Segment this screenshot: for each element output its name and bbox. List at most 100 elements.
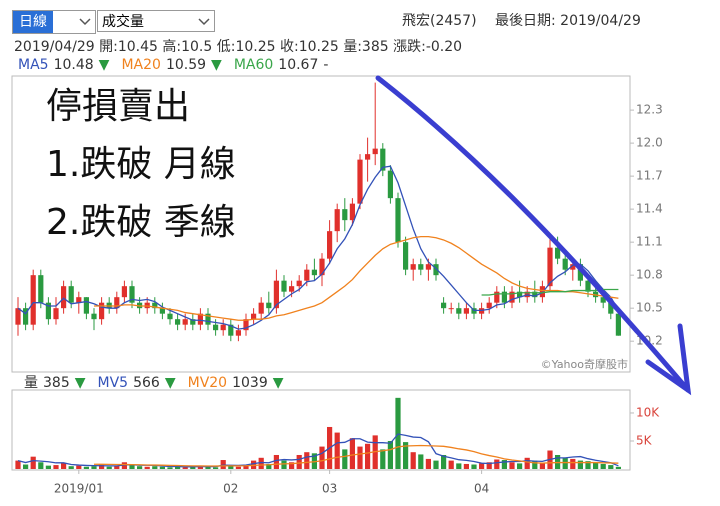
x-tick-label: 02 — [223, 482, 238, 496]
volume-bar — [501, 460, 507, 469]
candle-body — [380, 148, 386, 171]
volume-bar — [357, 446, 363, 469]
volume-bar — [205, 466, 211, 469]
arrow-shaft — [375, 75, 691, 393]
candle-body — [410, 264, 416, 270]
candle-body — [129, 286, 135, 303]
line — [481, 288, 619, 296]
hand-drawn-arrow — [375, 75, 692, 396]
candle-body — [372, 148, 378, 155]
volume-bar — [121, 462, 127, 469]
y-tick-label: 10.8 — [636, 268, 663, 282]
volume-bar — [296, 454, 302, 469]
chevron — [79, 18, 91, 26]
y-tick-label: 11.7 — [636, 169, 663, 183]
candle-body — [266, 302, 272, 309]
volume-bar — [304, 452, 310, 469]
volume-bar — [235, 466, 241, 469]
volume-bar — [129, 465, 135, 469]
volume-bar — [577, 460, 583, 469]
indicator-select[interactable]: 成交量 — [97, 10, 215, 32]
volume-bar — [486, 462, 492, 469]
x-tick-label: 03 — [322, 482, 337, 496]
volume-bar — [349, 438, 355, 469]
candle-body — [577, 264, 583, 281]
volume-bar — [600, 463, 606, 469]
candle-body — [319, 258, 325, 276]
candle-body — [114, 297, 120, 309]
candle-body — [289, 286, 295, 292]
ma-legend: MA5 10.48 ▼ MA20 10.59 ▼ MA60 10.67- — [18, 57, 328, 73]
volume-bar — [456, 463, 462, 469]
volume-frame — [11, 389, 631, 471]
volume-bar — [281, 460, 287, 469]
legend-text: MV5 — [97, 375, 129, 391]
candle-body — [494, 291, 500, 303]
candle-body — [197, 313, 203, 325]
candle-body — [456, 308, 462, 314]
candle-body — [433, 264, 439, 276]
y-tick-label: 11.1 — [636, 235, 663, 249]
volume-bar — [15, 460, 21, 469]
candle-body — [349, 203, 355, 221]
volume-bar — [608, 465, 614, 469]
legend-text: ▼ — [272, 375, 284, 391]
volume-bar — [494, 459, 500, 469]
volume-bar — [585, 461, 591, 469]
candle-body — [213, 324, 219, 331]
stock-name: 飛宏(2457) — [402, 13, 477, 29]
candle-body — [501, 291, 507, 303]
candle-body — [463, 308, 469, 314]
volume-bar — [471, 464, 477, 469]
volume-bar — [410, 452, 416, 469]
legend-text: 10.48 — [53, 57, 94, 73]
candle-body — [615, 313, 621, 336]
volume-bar — [380, 449, 386, 469]
candle-body — [387, 170, 393, 199]
legend-text: MA20 — [121, 57, 161, 73]
line — [17, 165, 619, 330]
volume-bar — [479, 463, 485, 469]
legend-text: 566 — [133, 375, 160, 391]
legend-text: ▼ — [211, 57, 222, 73]
volume-bar — [448, 460, 454, 469]
y-tick-label: 12.3 — [636, 103, 663, 117]
volume-bar — [99, 463, 105, 469]
candle-body — [167, 313, 173, 320]
volume-bar — [23, 464, 29, 469]
candle-body — [547, 247, 553, 287]
volume-bar — [167, 467, 173, 469]
volume-bar — [76, 465, 82, 469]
candle-body — [182, 319, 188, 325]
candle-body — [38, 275, 44, 303]
volume-bar — [159, 466, 165, 469]
legend-text: ▼ — [74, 375, 86, 391]
volume-bar — [273, 454, 279, 469]
volume-bar — [319, 446, 325, 469]
last-date: 最後日期: 2019/04/29 — [495, 13, 641, 29]
candle-body — [273, 280, 279, 309]
candle-body — [509, 291, 515, 303]
candle-body — [281, 280, 287, 292]
candle-body — [327, 231, 333, 259]
annotations: 停損賣出 1.跌破 月線 2.跌破 季線 — [46, 86, 236, 243]
period-select[interactable]: 日線 — [12, 10, 96, 34]
candle-body — [235, 330, 241, 336]
candle-body — [83, 297, 89, 314]
volume-bar — [38, 462, 44, 469]
legend-text: MA5 — [18, 57, 49, 73]
chevron — [198, 18, 210, 26]
candle-body — [228, 324, 234, 336]
volume-bar — [137, 466, 143, 469]
candle-body — [296, 280, 302, 287]
candle-body — [121, 286, 127, 298]
legend-text: 量 — [24, 375, 38, 391]
y-tick-label: 5K — [636, 433, 653, 447]
candle-body — [220, 324, 226, 331]
candle-body — [76, 297, 82, 303]
volume-bar — [83, 466, 89, 469]
volume-bar — [182, 467, 188, 469]
volume-bar — [144, 466, 150, 469]
